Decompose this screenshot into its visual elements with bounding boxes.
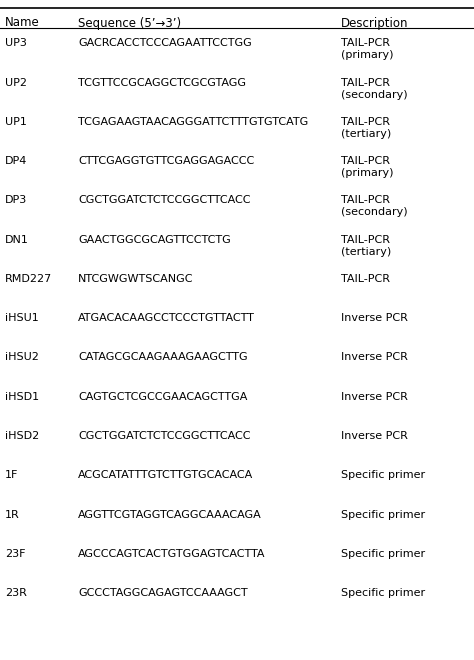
Text: 23R: 23R bbox=[5, 588, 27, 598]
Text: iHSD1: iHSD1 bbox=[5, 392, 39, 402]
Text: Inverse PCR: Inverse PCR bbox=[341, 352, 408, 362]
Text: TAIL-PCR
(primary): TAIL-PCR (primary) bbox=[341, 156, 394, 178]
Text: DP3: DP3 bbox=[5, 195, 27, 205]
Text: AGGTTCGTAGGTCAGGCAAACAGA: AGGTTCGTAGGTCAGGCAAACAGA bbox=[78, 510, 262, 519]
Text: RMD227: RMD227 bbox=[5, 274, 52, 284]
Text: AGCCCAGTCACTGTGGAGTCACTTA: AGCCCAGTCACTGTGGAGTCACTTA bbox=[78, 549, 266, 559]
Text: ACGCATATTTGTCTTGTGCACACA: ACGCATATTTGTCTTGTGCACACA bbox=[78, 470, 254, 480]
Text: Specific primer: Specific primer bbox=[341, 470, 425, 480]
Text: CATAGCGCAAGAAAGAAGCTTG: CATAGCGCAAGAAAGAAGCTTG bbox=[78, 352, 248, 362]
Text: Inverse PCR: Inverse PCR bbox=[341, 431, 408, 441]
Text: DN1: DN1 bbox=[5, 235, 28, 245]
Text: TAIL-PCR
(tertiary): TAIL-PCR (tertiary) bbox=[341, 235, 392, 257]
Text: Sequence (5’→3’): Sequence (5’→3’) bbox=[78, 16, 182, 30]
Text: TAIL-PCR
(tertiary): TAIL-PCR (tertiary) bbox=[341, 117, 392, 139]
Text: Specific primer: Specific primer bbox=[341, 510, 425, 519]
Text: TAIL-PCR
(secondary): TAIL-PCR (secondary) bbox=[341, 195, 408, 217]
Text: TAIL-PCR
(primary): TAIL-PCR (primary) bbox=[341, 38, 394, 60]
Text: iHSD2: iHSD2 bbox=[5, 431, 39, 441]
Text: Inverse PCR: Inverse PCR bbox=[341, 392, 408, 402]
Text: CGCTGGATCTCTCCGGCTTCACC: CGCTGGATCTCTCCGGCTTCACC bbox=[78, 431, 251, 441]
Text: CTTCGAGGTGTTCGAGGAGACCC: CTTCGAGGTGTTCGAGGAGACCC bbox=[78, 156, 255, 166]
Text: UP2: UP2 bbox=[5, 78, 27, 88]
Text: TCGTTCCGCAGGCTCGCGTAGG: TCGTTCCGCAGGCTCGCGTAGG bbox=[78, 78, 246, 88]
Text: NTCGWGWTSCANGC: NTCGWGWTSCANGC bbox=[78, 274, 194, 284]
Text: UP1: UP1 bbox=[5, 117, 27, 127]
Text: iHSU2: iHSU2 bbox=[5, 352, 38, 362]
Text: ATGACACAAGCCTCCCTGTTACTT: ATGACACAAGCCTCCCTGTTACTT bbox=[78, 314, 255, 323]
Text: Inverse PCR: Inverse PCR bbox=[341, 314, 408, 323]
Text: CGCTGGATCTCTCCGGCTTCACC: CGCTGGATCTCTCCGGCTTCACC bbox=[78, 195, 251, 205]
Text: Specific primer: Specific primer bbox=[341, 549, 425, 559]
Text: GCCCTAGGCAGAGTCCAAAGCT: GCCCTAGGCAGAGTCCAAAGCT bbox=[78, 588, 248, 598]
Text: Specific primer: Specific primer bbox=[341, 588, 425, 598]
Text: Description: Description bbox=[341, 16, 409, 30]
Text: GAACTGGCGCAGTTCCTCTG: GAACTGGCGCAGTTCCTCTG bbox=[78, 235, 231, 245]
Text: 23F: 23F bbox=[5, 549, 25, 559]
Text: DP4: DP4 bbox=[5, 156, 27, 166]
Text: TCGAGAAGTAACAGGGATTCTTTGTGTCATG: TCGAGAAGTAACAGGGATTCTTTGTGTCATG bbox=[78, 117, 309, 127]
Text: 1R: 1R bbox=[5, 510, 19, 519]
Text: iHSU1: iHSU1 bbox=[5, 314, 38, 323]
Text: 1F: 1F bbox=[5, 470, 18, 480]
Text: GACRCACCTCCCAGAATTCCTGG: GACRCACCTCCCAGAATTCCTGG bbox=[78, 38, 252, 48]
Text: TAIL-PCR
(secondary): TAIL-PCR (secondary) bbox=[341, 78, 408, 100]
Text: UP3: UP3 bbox=[5, 38, 27, 48]
Text: CAGTGCTCGCCGAACAGCTTGA: CAGTGCTCGCCGAACAGCTTGA bbox=[78, 392, 247, 402]
Text: Name: Name bbox=[5, 16, 39, 30]
Text: TAIL-PCR: TAIL-PCR bbox=[341, 274, 390, 284]
